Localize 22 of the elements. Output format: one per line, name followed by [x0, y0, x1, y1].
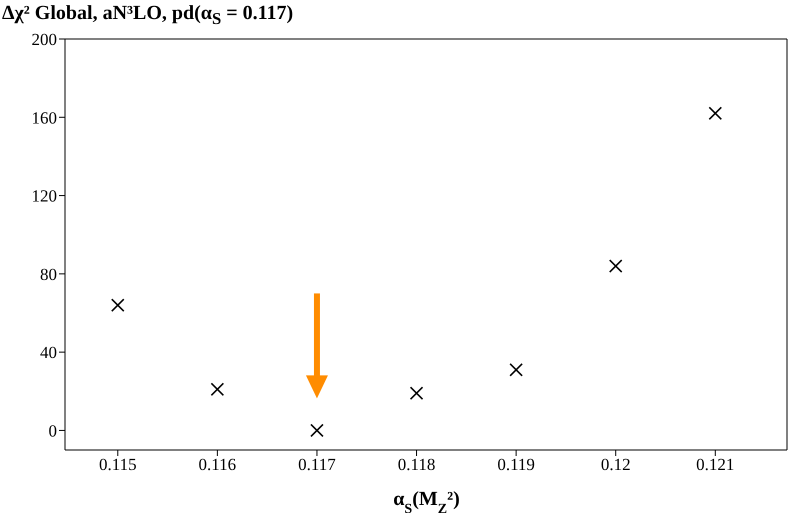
y-tick-label: 0	[48, 421, 57, 440]
y-tick-label: 200	[32, 30, 57, 50]
point	[110, 298, 125, 312]
chart-title: Δχ² Global, aN³LO, pd(α$_{S}$ = 0.117)	[2, 2, 294, 29]
x-tick-label: 0.117	[298, 455, 336, 474]
x-axis-title: α$_{S}$(M$_{Z}$²)	[393, 488, 460, 516]
point	[410, 386, 424, 400]
point	[708, 106, 722, 120]
y-tick-label: 120	[32, 186, 57, 206]
point	[509, 362, 523, 377]
y-tick-label: 160	[32, 108, 57, 128]
y-tick-label: 40	[40, 343, 57, 362]
x-tick-label: 0.12	[600, 455, 631, 474]
point	[210, 382, 224, 396]
point	[310, 424, 324, 438]
x-tick-label: 0.116	[198, 455, 236, 474]
x-tick-label: 0.121	[696, 455, 734, 474]
x-tick-label: 0.118	[398, 455, 436, 474]
y-tick-label: 80	[40, 264, 57, 284]
x-tick-label: 0.119	[497, 455, 535, 474]
point	[608, 259, 623, 273]
x-tick-label: 0.115	[98, 455, 137, 474]
